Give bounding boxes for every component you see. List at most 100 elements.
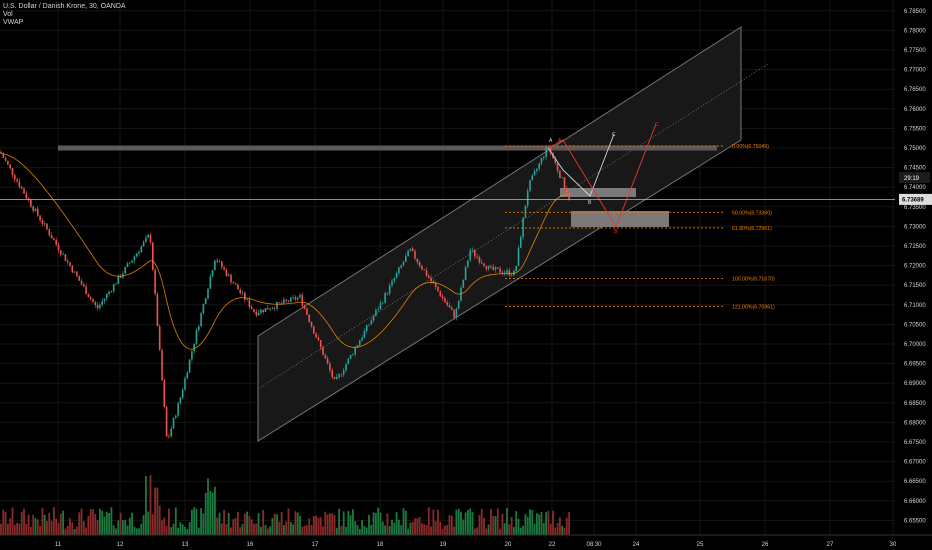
candle-body [524,205,527,218]
candle-body [545,147,547,157]
volume-bar [529,509,531,535]
candle-body [345,364,347,371]
volume-bar [48,512,51,535]
candle-body [273,308,276,309]
candle-body [234,283,237,285]
volume-bar [457,508,460,535]
candle-body [487,265,490,269]
candle-body [501,272,504,274]
volume-bar [53,507,55,535]
volume-bar [545,512,547,535]
volume-bar [490,509,492,535]
candle-body [540,157,543,164]
volume-bar [531,510,534,535]
candle-body [515,265,517,271]
volume-bar [508,524,511,535]
volume-bar [331,513,334,535]
volume-bar [506,507,508,535]
volume-bar [200,508,202,535]
volume-bar [174,507,177,535]
volume-bar [271,518,274,535]
candle-body [520,237,522,248]
candle-body [161,349,163,381]
candle-body [296,297,299,300]
price-axis-label: 6.72000 [904,264,926,270]
volume-bar [462,519,465,535]
volume-bar [2,509,5,535]
volume-bar [416,518,419,535]
price-axis-label: 6.78500 [904,9,926,15]
volume-bar [398,519,400,535]
volume-bar [418,517,421,535]
volume-bar [115,528,117,535]
time-axis-label: 26 [762,542,769,548]
candle-body [264,308,267,313]
volume-bar [234,518,237,535]
symbol-title[interactable]: U.S. Dollar / Danish Krone, 30, OANDA [3,3,126,10]
projection-path-red [547,123,657,229]
time-axis-label: 08:30 [586,542,602,548]
candle-body [347,358,350,365]
candle-body [469,250,471,261]
candle-body [221,261,223,268]
volume-bar [492,515,495,535]
volume-bar [149,475,152,535]
volume-bar [503,523,506,535]
candle-body [276,302,278,309]
indicator-vol[interactable]: Vol [3,11,13,18]
volume-bar [319,517,322,535]
volume-bar [476,527,478,535]
candle-body [106,293,108,299]
candle-body [46,223,48,230]
volume-bar [117,520,120,535]
volume-bar [448,515,451,535]
candle-body [474,250,476,257]
candle-body [290,297,292,302]
candle-body [246,299,248,301]
candle-body [423,269,425,271]
candle-body [292,297,294,298]
candle-body [211,270,214,277]
wave-label-b-white: B [588,200,592,206]
candle-body [416,258,419,263]
volume-bar [446,524,449,535]
volume-bar [85,527,87,535]
volume-bar [131,512,133,535]
candle-body [48,229,51,236]
candle-body [241,292,244,294]
candle-body [16,179,18,182]
time-axis-label: 12 [117,542,124,548]
volume-bar [96,519,99,535]
candle-body [55,240,57,245]
candle-body [154,269,156,294]
volume-bar [354,521,357,535]
candle-body [446,302,448,306]
candle-body [526,190,529,206]
candle-body [129,262,131,264]
volume-bar [135,528,138,535]
candle-body [223,267,225,270]
candle-body [225,269,228,276]
countdown-badge [899,172,930,183]
candle-body [556,163,559,171]
volume-bar [375,512,377,535]
price-axis-label: 6.73000 [904,224,926,230]
candle-body [30,199,32,207]
volume-bar [372,512,375,535]
volume-bar [57,523,60,535]
candle-body [398,267,400,274]
price-axis-label: 6.69000 [904,381,926,387]
volume-bar [250,519,253,535]
volume-bar [108,513,110,535]
fib-level-label: 100.00%(6.71670) [732,277,775,283]
indicator-vwap[interactable]: VWAP [3,19,24,26]
volume-bar [59,513,62,535]
candle-body [99,304,101,309]
candle-body [149,234,152,243]
resistance-zone [58,145,717,151]
volume-bar [301,526,304,535]
candle-body [135,253,138,257]
candle-body [425,270,428,276]
volume-bar [289,522,292,535]
